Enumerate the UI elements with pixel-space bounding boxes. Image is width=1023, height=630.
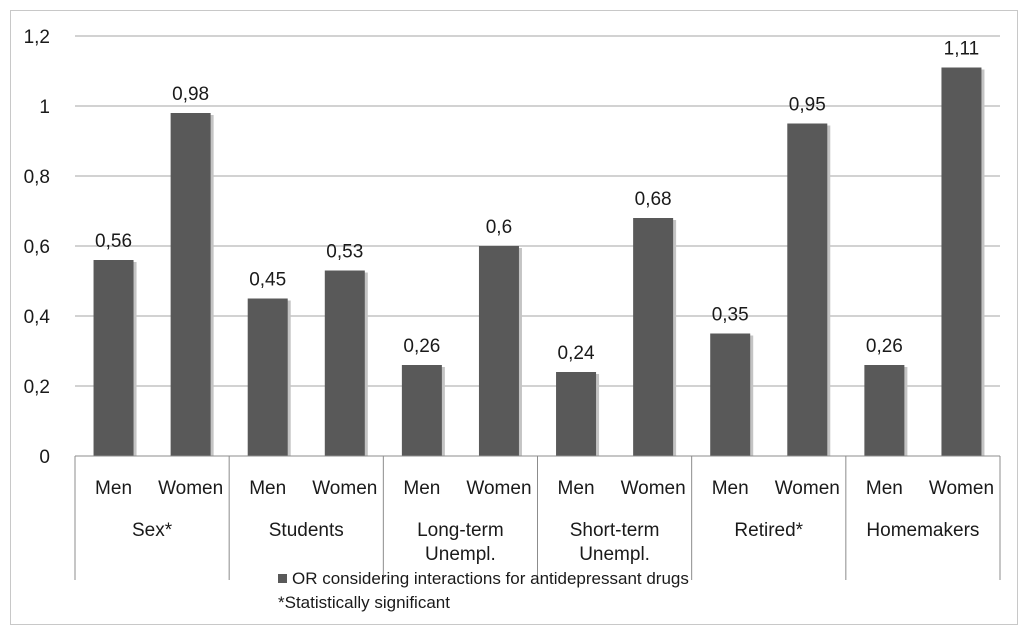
bar bbox=[787, 123, 828, 456]
y-tick-label: 1 bbox=[39, 97, 50, 118]
data-labels: 0,56 0,98 0,45 0,53 0,26 0,6 0,24 0,68 0,35 0,95 0… bbox=[95, 39, 979, 365]
y-tick-label: 0,6 bbox=[24, 237, 50, 258]
bar-category-label: Women bbox=[775, 478, 840, 499]
bar bbox=[401, 365, 442, 456]
bar-category-label: Men bbox=[403, 478, 440, 499]
gridlines bbox=[75, 35, 1000, 387]
bar-value-label: 0,53 bbox=[326, 242, 363, 263]
bars bbox=[93, 67, 985, 456]
bar bbox=[710, 333, 751, 456]
bar-value-label: 0,98 bbox=[172, 84, 209, 105]
bar-category-label: Women bbox=[621, 478, 686, 499]
y-tick-label: 0,2 bbox=[24, 377, 50, 398]
legend-swatch bbox=[278, 574, 287, 583]
group-label: Long-term bbox=[417, 520, 504, 541]
bar-value-label: 0,95 bbox=[789, 95, 826, 116]
significance-note: *Statistically significant bbox=[278, 593, 450, 612]
bar-value-label: 0,24 bbox=[558, 343, 595, 364]
bar bbox=[247, 298, 288, 456]
group-label: Sex* bbox=[132, 520, 173, 541]
bar bbox=[633, 218, 674, 456]
bar bbox=[324, 270, 365, 456]
bar-value-label: 0,26 bbox=[866, 336, 903, 357]
bar-value-label: 0,56 bbox=[95, 231, 132, 252]
group-label: Homemakers bbox=[866, 520, 979, 541]
y-tick-label: 0 bbox=[39, 447, 50, 468]
legend-label: OR considering interactions for antidepr… bbox=[292, 569, 689, 588]
bar-category-label: Men bbox=[249, 478, 286, 499]
bar-category-label: Men bbox=[558, 478, 595, 499]
bar-value-label: 0,6 bbox=[486, 217, 512, 238]
y-tick-label: 1,2 bbox=[24, 27, 50, 48]
group-label: Short-term bbox=[570, 520, 660, 541]
bar-value-label: 0,68 bbox=[635, 189, 672, 210]
bar-value-label: 1,11 bbox=[944, 39, 980, 60]
y-tick-label: 0,8 bbox=[24, 167, 50, 188]
bar bbox=[864, 365, 905, 456]
bar bbox=[170, 113, 211, 456]
bar bbox=[941, 67, 982, 456]
bar bbox=[478, 246, 519, 456]
bar-category-label: Women bbox=[929, 478, 994, 499]
y-axis-tick-labels: 0 0,2 0,4 0,6 0,8 1 1,2 bbox=[24, 27, 51, 468]
bar-category-label: Men bbox=[712, 478, 749, 499]
bar-category-label: Women bbox=[158, 478, 223, 499]
group-label: Retired* bbox=[734, 520, 803, 541]
bar-value-label: 0,35 bbox=[712, 305, 749, 326]
bar bbox=[556, 372, 597, 456]
group-label: Unempl. bbox=[579, 544, 650, 565]
bar-category-label: Women bbox=[466, 478, 531, 499]
y-tick-label: 0,4 bbox=[24, 307, 51, 328]
legend: OR considering interactions for antidepr… bbox=[278, 569, 689, 612]
bar bbox=[93, 260, 134, 456]
bar-category-label: Men bbox=[95, 478, 132, 499]
bar-category-label: Men bbox=[866, 478, 903, 499]
bar-value-label: 0,45 bbox=[249, 270, 286, 291]
bar-value-label: 0,26 bbox=[403, 336, 440, 357]
group-label: Students bbox=[269, 520, 344, 541]
bar-category-label: Women bbox=[312, 478, 377, 499]
group-label: Unempl. bbox=[425, 544, 496, 565]
